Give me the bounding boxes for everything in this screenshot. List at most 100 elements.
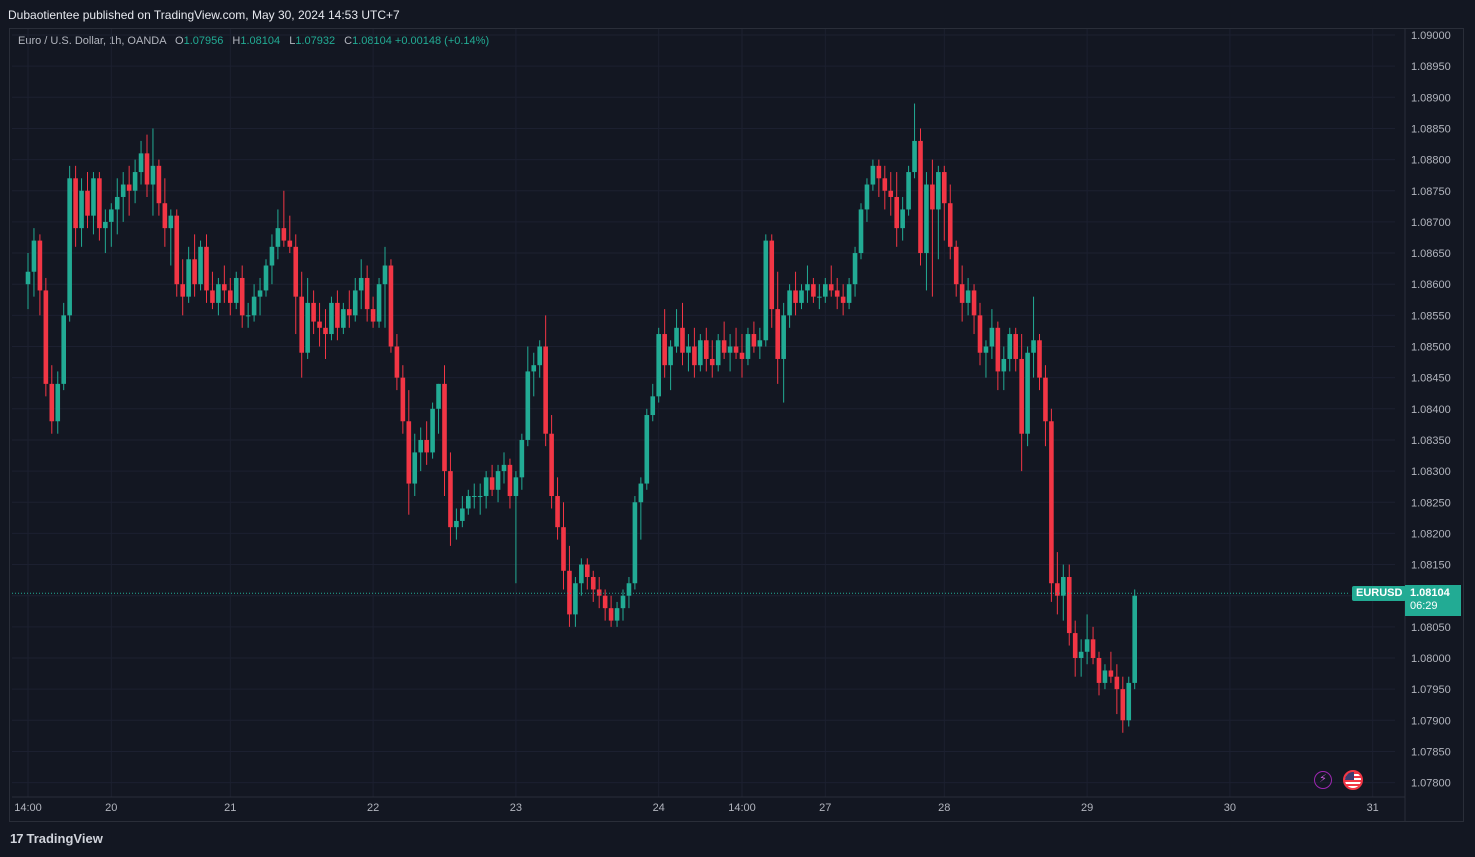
candle: [477, 483, 483, 515]
candle: [436, 383, 441, 434]
candle-body: [37, 240, 43, 291]
candle: [1025, 346, 1030, 447]
candle: [460, 496, 465, 528]
candle-body: [626, 583, 632, 596]
candle: [364, 265, 370, 322]
candle: [376, 277, 382, 328]
header-bar: Dubaotientee published on TradingView.co…: [0, 0, 1475, 28]
y-tick-label: 1.08000: [1411, 653, 1451, 665]
candle: [793, 271, 798, 316]
candle: [1019, 334, 1024, 472]
y-tick-label: 1.09000: [1411, 30, 1451, 42]
y-tick-label: 1.08600: [1411, 279, 1451, 291]
tradingview-logo[interactable]: 17 TradingView: [10, 831, 103, 846]
candle: [733, 327, 739, 359]
candle-body: [692, 346, 697, 366]
candle-body: [382, 265, 388, 285]
candle-body: [567, 570, 572, 615]
candle: [924, 172, 929, 291]
candle-body: [769, 240, 775, 310]
candle-body: [817, 296, 822, 298]
candle: [959, 265, 965, 322]
x-tick-label: 14:00: [14, 802, 42, 814]
candle: [579, 558, 584, 596]
candle: [180, 259, 185, 316]
candle-body: [97, 178, 102, 229]
candle: [156, 159, 162, 216]
candle-body: [442, 383, 447, 472]
candle-body: [555, 496, 560, 528]
candle-body: [602, 595, 608, 609]
chart-frame[interactable]: [9, 28, 1464, 822]
candle-body: [79, 190, 84, 229]
candle: [614, 601, 620, 627]
candle: [674, 309, 679, 353]
candle-body: [335, 302, 340, 328]
candle-body: [698, 340, 703, 366]
last-price-badge: 1.08104 06:29: [1405, 585, 1461, 616]
candle: [852, 246, 858, 297]
candle-body: [1102, 670, 1108, 683]
candle: [650, 383, 656, 422]
candle-body: [460, 508, 465, 521]
candle: [846, 277, 852, 310]
candle-body: [1019, 358, 1024, 434]
candle-body: [67, 178, 72, 316]
candle: [882, 165, 888, 210]
candle: [698, 334, 703, 372]
candle: [91, 172, 96, 235]
y-tick-label: 1.08950: [1411, 61, 1451, 73]
candle-body: [733, 346, 739, 353]
candle-body: [424, 439, 429, 453]
candle-body: [1090, 639, 1096, 658]
candle-body: [680, 327, 685, 353]
low-value: 1.07932: [295, 35, 336, 47]
candle-body: [579, 564, 584, 584]
candle: [448, 452, 453, 546]
y-tick-label: 1.07950: [1411, 684, 1451, 696]
candle: [930, 159, 935, 297]
open-value: 1.07956: [183, 35, 224, 47]
candle: [715, 334, 721, 372]
candle-body: [156, 165, 162, 204]
candle: [228, 277, 233, 316]
candle-body: [650, 396, 656, 416]
candle: [471, 483, 477, 509]
candle: [114, 178, 120, 235]
candle-body: [233, 277, 239, 303]
candle-body: [1037, 340, 1042, 378]
candle-body: [686, 346, 691, 353]
candle: [424, 421, 429, 465]
candle-body: [590, 577, 596, 590]
candle: [977, 302, 983, 366]
candle: [239, 265, 245, 328]
candle-body: [1126, 682, 1132, 721]
candle-body: [656, 334, 661, 397]
candle: [299, 271, 304, 378]
candle-body: [805, 284, 810, 291]
candle: [870, 159, 876, 191]
candle: [632, 496, 638, 590]
candle: [162, 178, 168, 247]
x-tick-label: 14:00: [728, 802, 756, 814]
candle: [263, 259, 269, 297]
candle: [275, 209, 281, 260]
candle-body: [906, 172, 911, 210]
candle: [543, 315, 548, 447]
x-tick-label: 30: [1224, 802, 1236, 814]
candle: [501, 452, 507, 484]
candle-body: [168, 215, 174, 229]
candle: [995, 321, 1001, 391]
candle-body: [1114, 676, 1120, 690]
candle: [828, 265, 834, 297]
candle: [388, 259, 394, 353]
lightning-icon[interactable]: ⚡: [1314, 771, 1332, 789]
candle: [430, 402, 435, 459]
candle-body: [1049, 421, 1054, 584]
candle: [43, 277, 49, 397]
candle-body: [370, 309, 376, 322]
candle-body: [275, 228, 281, 247]
us-flag-icon[interactable]: [1343, 770, 1363, 790]
published-info: Dubaotientee published on TradingView.co…: [8, 8, 400, 22]
